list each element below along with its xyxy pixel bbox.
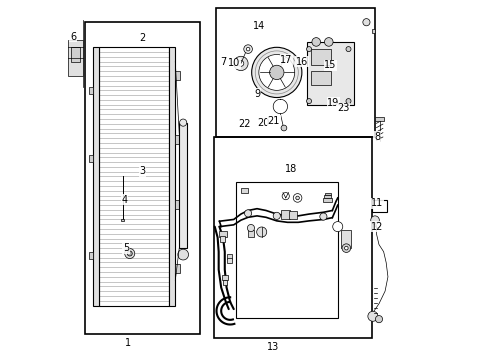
Text: 11: 11 <box>370 198 383 208</box>
Circle shape <box>324 38 332 46</box>
Bar <box>310 71 330 85</box>
Circle shape <box>341 244 350 252</box>
Circle shape <box>346 46 350 51</box>
Bar <box>219 231 226 237</box>
Circle shape <box>293 194 301 202</box>
Text: 23: 23 <box>336 103 348 113</box>
Bar <box>85 22 199 334</box>
Circle shape <box>346 99 350 104</box>
Bar <box>241 188 247 193</box>
Circle shape <box>282 193 289 200</box>
Text: 7: 7 <box>220 57 226 67</box>
Circle shape <box>178 249 188 260</box>
Bar <box>247 230 253 237</box>
Text: 3: 3 <box>139 166 145 176</box>
Circle shape <box>375 316 382 323</box>
Bar <box>223 280 227 285</box>
Bar <box>226 254 232 259</box>
Circle shape <box>179 119 186 126</box>
Bar <box>93 47 99 306</box>
Bar <box>371 30 374 33</box>
Circle shape <box>367 311 377 321</box>
Circle shape <box>362 19 369 26</box>
Circle shape <box>311 38 320 46</box>
Bar <box>288 211 297 220</box>
Text: 10: 10 <box>228 58 240 68</box>
Circle shape <box>238 60 244 66</box>
Text: 17: 17 <box>280 55 292 65</box>
Bar <box>89 252 93 259</box>
Text: 6: 6 <box>70 32 76 41</box>
Text: 19: 19 <box>326 98 339 108</box>
Bar <box>310 49 330 65</box>
Text: 5: 5 <box>123 243 129 253</box>
Circle shape <box>281 125 286 131</box>
Bar <box>175 135 179 144</box>
Circle shape <box>258 54 294 90</box>
Circle shape <box>374 222 380 228</box>
Circle shape <box>370 216 379 225</box>
Circle shape <box>244 210 251 217</box>
Circle shape <box>273 212 280 220</box>
Bar <box>235 182 337 318</box>
Text: 1: 1 <box>124 338 131 348</box>
Circle shape <box>269 65 284 80</box>
Bar <box>222 275 227 280</box>
Bar <box>71 47 80 62</box>
Text: 9: 9 <box>253 89 260 99</box>
Bar <box>121 220 124 221</box>
Circle shape <box>319 213 326 220</box>
Circle shape <box>295 196 299 200</box>
Circle shape <box>256 227 266 237</box>
Text: 16: 16 <box>295 57 307 67</box>
Circle shape <box>251 47 301 98</box>
Text: 2: 2 <box>139 33 145 43</box>
Bar <box>341 230 351 248</box>
Circle shape <box>344 246 347 250</box>
Text: 22: 22 <box>238 120 250 129</box>
Bar <box>371 200 386 212</box>
Text: 4: 4 <box>121 195 127 205</box>
Bar <box>281 211 289 219</box>
Circle shape <box>127 251 132 256</box>
Bar <box>374 117 384 121</box>
Bar <box>67 40 83 76</box>
Circle shape <box>247 225 254 231</box>
Circle shape <box>306 46 311 51</box>
Bar <box>324 195 330 198</box>
Bar <box>227 258 231 263</box>
Text: 8: 8 <box>373 132 380 142</box>
Circle shape <box>244 45 252 53</box>
Bar <box>89 155 93 162</box>
Circle shape <box>233 56 247 71</box>
Circle shape <box>332 222 342 231</box>
Bar <box>323 198 332 202</box>
Text: 12: 12 <box>370 222 383 231</box>
Bar <box>169 47 175 306</box>
Circle shape <box>306 99 311 104</box>
Text: 18: 18 <box>285 164 297 174</box>
Bar <box>306 42 353 105</box>
Bar <box>179 123 187 248</box>
Bar <box>220 236 225 242</box>
Circle shape <box>124 248 135 258</box>
Text: 13: 13 <box>266 342 279 352</box>
Circle shape <box>246 47 249 51</box>
Bar <box>324 193 330 195</box>
Bar <box>175 71 179 80</box>
Bar <box>89 87 93 94</box>
Bar <box>214 137 371 338</box>
Bar <box>99 47 169 306</box>
Text: 14: 14 <box>252 21 264 31</box>
Bar <box>175 264 179 273</box>
Text: 15: 15 <box>324 60 336 70</box>
Bar <box>175 200 179 209</box>
Text: 20: 20 <box>256 118 269 128</box>
Text: 21: 21 <box>267 116 280 126</box>
Bar <box>215 8 375 137</box>
